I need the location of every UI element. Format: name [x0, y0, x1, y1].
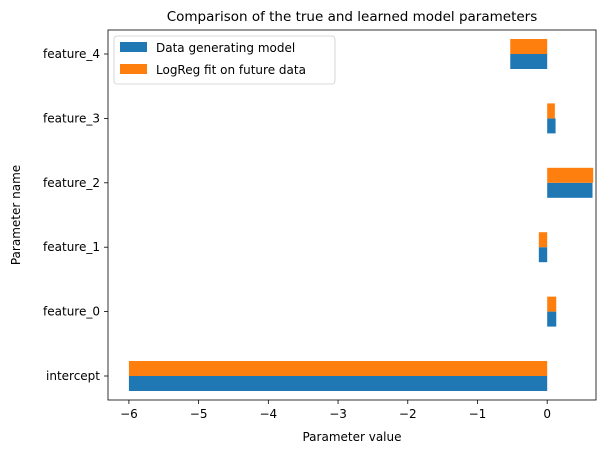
legend-swatch-logreg-fit [120, 64, 147, 74]
bar-feature_0-series-1 [547, 296, 557, 312]
x-tick-label: −4 [259, 407, 277, 421]
y-tick-label-feature_2: feature_2 [43, 176, 100, 190]
x-axis-ticks: −6 −5 −4 −3 −2 −1 0 [120, 400, 551, 421]
bar-feature_3-series-1 [547, 103, 555, 119]
y-tick-label-feature_4: feature_4 [43, 47, 100, 61]
bars-group [128, 39, 594, 391]
bar-feature_4-series-1 [510, 39, 548, 54]
x-tick-label: −6 [120, 407, 138, 421]
y-tick-label-feature_0: feature_0 [43, 305, 100, 319]
bar-feature_4-series-0 [510, 54, 548, 69]
x-tick-label: −5 [190, 407, 208, 421]
x-tick-label: −1 [469, 407, 487, 421]
plot-frame [107, 29, 597, 401]
bar-intercept-series-0 [128, 376, 548, 391]
bar-feature_3-series-0 [547, 118, 556, 134]
y-axis-ticks: intercept feature_0 feature_1 feature_2 feat… [43, 47, 108, 383]
x-tick-label: 0 [543, 407, 551, 421]
y-tick-label-feature_3: feature_3 [43, 111, 100, 125]
y-tick-label-intercept: intercept [46, 369, 100, 383]
bar-intercept-series-1 [128, 361, 548, 376]
legend-frame [113, 35, 336, 85]
x-tick-label: −2 [399, 407, 417, 421]
bar-feature_0-series-0 [547, 311, 557, 327]
bar-feature_1-series-1 [538, 232, 548, 248]
y-axis-label: Parameter name [9, 165, 23, 265]
chart-title: Comparison of the true and learned model… [167, 9, 538, 25]
x-axis-label: Parameter value [302, 430, 401, 444]
bar-feature_2-series-1 [547, 167, 594, 183]
bar-feature_1-series-0 [538, 247, 548, 263]
legend-label-data-generating-model: Data generating model [156, 41, 295, 55]
x-tick-label: −3 [329, 407, 347, 421]
bar-feature_2-series-0 [547, 182, 593, 198]
legend-label-logreg-fit: LogReg fit on future data [156, 63, 306, 77]
legend-swatch-data-generating-model [120, 42, 147, 52]
legend: Data generating model LogReg fit on futu… [113, 35, 336, 85]
y-tick-label-feature_1: feature_1 [43, 240, 100, 254]
